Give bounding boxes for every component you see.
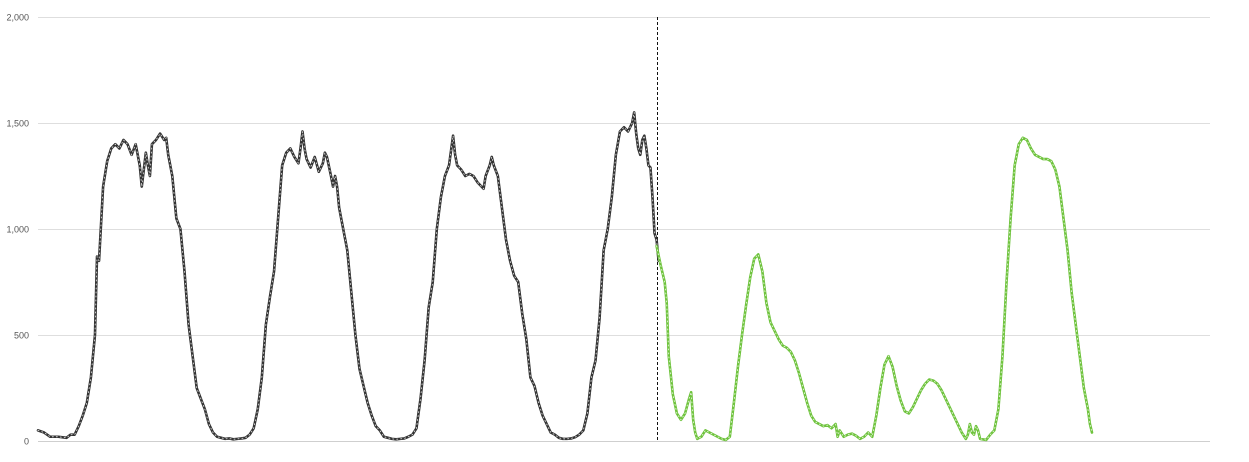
y-tick-label: 500 — [14, 331, 29, 341]
series-line-1 — [36, 111, 660, 441]
series-group — [36, 111, 1094, 442]
y-tick-label: 1,500 — [6, 119, 29, 129]
y-tick-label: 2,000 — [6, 13, 29, 23]
series-line-2 — [655, 136, 1094, 442]
y-axis-tick-labels: 0 500 1,000 1,500 2,000 — [6, 13, 29, 447]
series-markers-1 — [37, 112, 660, 440]
y-tick-label: 1,000 — [6, 225, 29, 235]
y-tick-label: 0 — [24, 437, 29, 447]
series-markers-2 — [656, 137, 1093, 441]
grid-lines — [38, 17, 1210, 442]
